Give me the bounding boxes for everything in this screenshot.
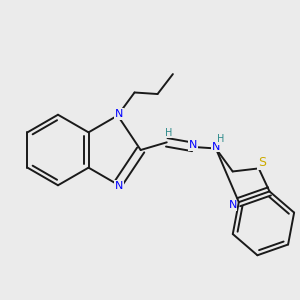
Text: S: S (258, 156, 266, 170)
Text: H: H (165, 128, 172, 137)
Text: N: N (229, 200, 237, 210)
Text: N: N (115, 109, 123, 119)
Text: N: N (115, 181, 123, 191)
Text: H: H (217, 134, 224, 144)
Text: N: N (189, 140, 197, 150)
Text: N: N (212, 142, 220, 152)
